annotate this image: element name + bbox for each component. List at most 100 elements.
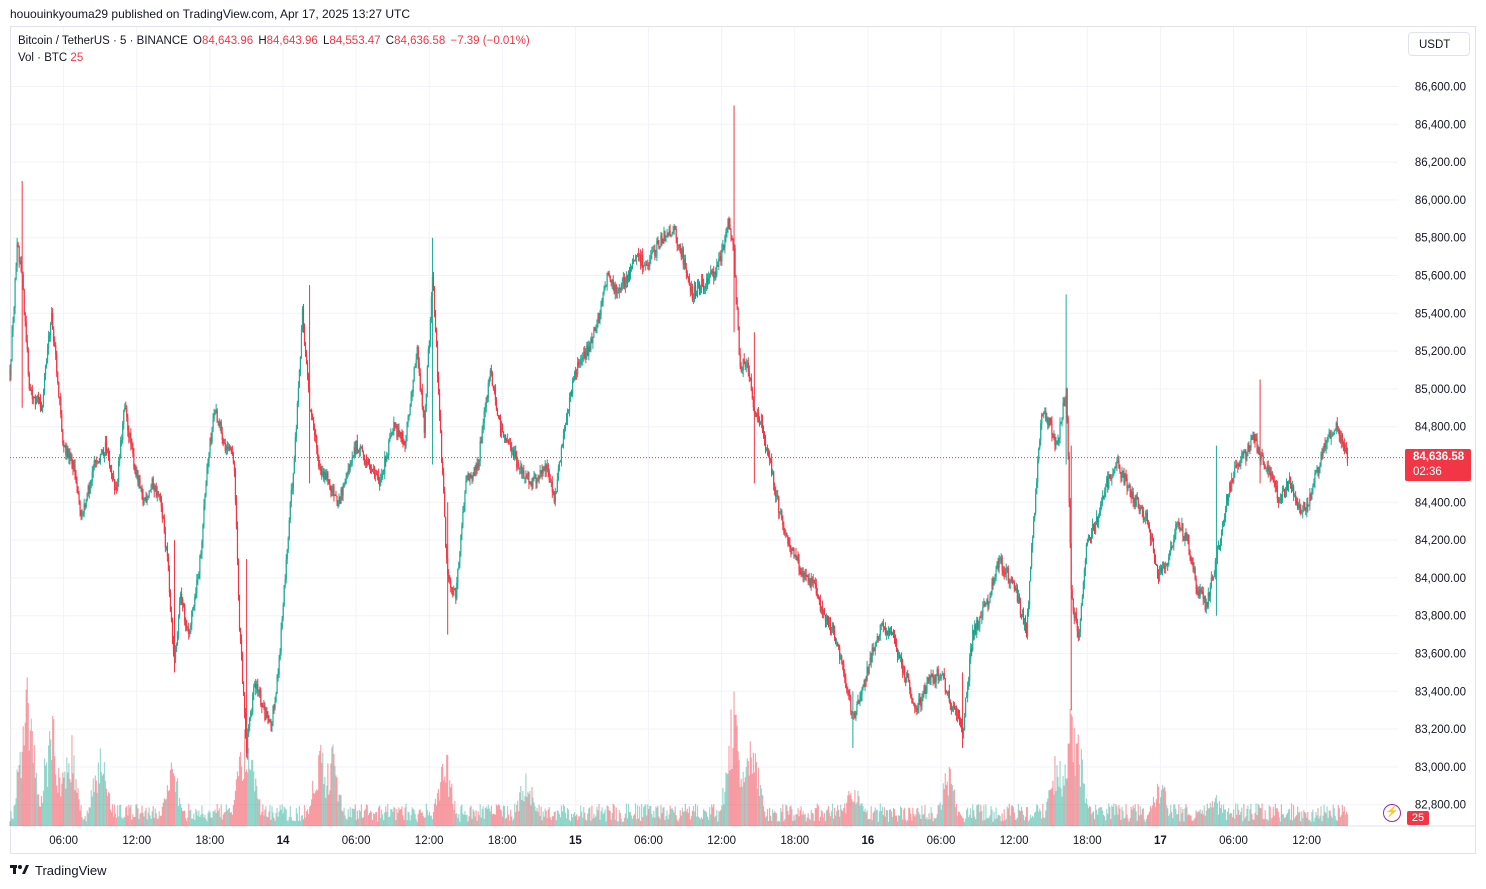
volume-bar: [587, 813, 589, 826]
volume-bar: [1217, 814, 1220, 826]
volume-bar: [365, 804, 368, 826]
volume-bar: [932, 821, 934, 826]
volume-bar: [242, 778, 245, 826]
candle-body: [351, 457, 353, 463]
volume-bar: [586, 820, 588, 826]
volume-legend[interactable]: Vol · BTC 25: [18, 52, 83, 64]
volume-bar: [1267, 820, 1269, 826]
candle-body: [726, 227, 728, 232]
candle-body: [931, 673, 933, 676]
candle-body: [1326, 440, 1328, 444]
volume-bar: [736, 725, 738, 826]
candle-body: [1289, 477, 1292, 485]
candle-body: [773, 471, 775, 485]
candle-body: [667, 235, 669, 237]
candle-body: [338, 497, 340, 501]
candle-body: [853, 713, 855, 715]
candle-body: [979, 617, 981, 627]
volume-bar: [653, 810, 655, 826]
lightning-icon[interactable]: ⚡: [1383, 804, 1401, 822]
candle-body: [1026, 612, 1029, 637]
candle-body: [1313, 482, 1315, 486]
volume-bar: [1320, 806, 1322, 826]
volume-bar: [426, 809, 428, 826]
footer[interactable]: TradingView: [10, 863, 107, 878]
symbol-name[interactable]: Bitcoin / TetherUS · 5 · BINANCE: [18, 35, 188, 47]
candle-body: [672, 231, 674, 234]
volume-bar: [571, 817, 574, 826]
volume-bar: [53, 719, 55, 826]
candle-body: [122, 423, 124, 441]
volume-bar: [911, 820, 913, 826]
volume-bar: [430, 815, 433, 826]
volume-bar: [289, 806, 291, 826]
candle-body: [1225, 495, 1228, 510]
volume-bar: [1288, 808, 1291, 826]
candle-body: [103, 453, 106, 456]
volume-bar: [1254, 812, 1256, 826]
volume-bar: [917, 807, 919, 826]
volume-bar: [1016, 817, 1018, 826]
volume-bar: [18, 765, 20, 826]
candle-body: [612, 279, 614, 286]
volume-bar: [136, 804, 138, 826]
volume-bar: [470, 805, 472, 826]
volume-bar: [345, 818, 347, 826]
volume-bar: [452, 803, 454, 826]
volume-bar: [247, 772, 249, 826]
volume-bar: [562, 804, 565, 826]
currency-button[interactable]: USDT: [1408, 32, 1470, 56]
candle-body: [346, 473, 348, 479]
volume-bar: [283, 806, 285, 826]
candle-body: [480, 441, 482, 444]
candle-body: [1093, 526, 1096, 533]
candle-body: [1222, 521, 1225, 523]
volume-bar: [57, 792, 59, 826]
volume-bar: [916, 808, 918, 826]
symbol-legend[interactable]: Bitcoin / TetherUS · 5 · BINANCE O84,643…: [18, 35, 530, 47]
volume-bar: [1041, 818, 1043, 826]
volume-bar: [630, 815, 633, 826]
volume-bar: [74, 790, 76, 826]
volume-bar: [1167, 808, 1169, 826]
candle-body: [362, 451, 364, 455]
price-tick-label: 86,200.00: [1415, 157, 1466, 169]
candle-body: [962, 729, 965, 735]
candle-body: [520, 465, 522, 468]
candle-body: [1265, 468, 1267, 470]
candle-body: [90, 481, 92, 487]
volume-bar: [809, 819, 811, 826]
volume-bar: [109, 809, 112, 826]
volume-bar: [1108, 803, 1110, 826]
candle-body: [914, 703, 916, 709]
volume-bar: [19, 751, 21, 826]
candle-body: [736, 298, 738, 309]
volume-bar: [462, 813, 464, 826]
candle-body: [1207, 592, 1209, 607]
volume-bar: [153, 817, 155, 826]
volume-bar: [853, 801, 855, 826]
candle-body: [629, 268, 632, 277]
candle-body: [1060, 421, 1062, 424]
volume-bar: [1205, 810, 1207, 826]
volume-bar: [432, 812, 435, 826]
volume-bar: [243, 729, 246, 826]
candle-body: [1294, 495, 1296, 497]
volume-bar: [316, 789, 318, 826]
candle-body: [1305, 507, 1307, 511]
candle-body: [963, 716, 966, 730]
volume-bar: [224, 811, 226, 826]
high-value: 84,643.96: [266, 35, 318, 47]
candle-body: [1274, 480, 1276, 487]
candle-body: [1237, 463, 1239, 467]
volume-bar: [228, 807, 230, 826]
candle-body: [52, 312, 54, 330]
candle-body: [957, 714, 960, 716]
volume-bar: [159, 815, 161, 826]
volume-bar: [565, 818, 568, 826]
volume-bar: [32, 762, 34, 826]
candle-body: [1253, 435, 1255, 438]
volume-label[interactable]: Vol · BTC: [18, 52, 68, 64]
candle-body: [628, 271, 631, 277]
